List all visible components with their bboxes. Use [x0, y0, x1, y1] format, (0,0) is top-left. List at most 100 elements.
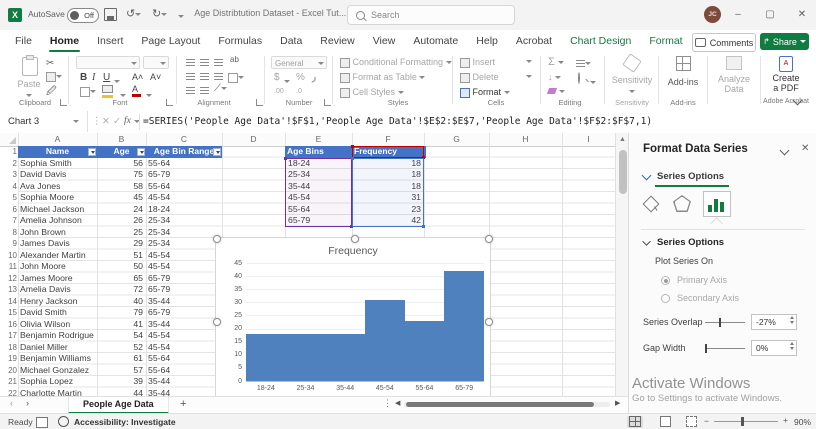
ribbon-tab-view[interactable]: View — [372, 35, 396, 47]
minimize-button[interactable]: – — [735, 9, 741, 20]
save-icon[interactable] — [104, 8, 117, 24]
header-cell-age[interactable]: Age — [97, 146, 146, 158]
cell-bin[interactable]: 25-34 — [148, 238, 171, 248]
ribbon-tab-home[interactable]: Home — [41, 30, 88, 52]
percent-icon[interactable]: % — [296, 72, 305, 83]
cell-age[interactable]: 52 — [133, 341, 143, 352]
cell-frequency[interactable]: 18 — [411, 157, 421, 168]
ribbon-tab-format[interactable]: Format — [649, 35, 683, 47]
clear-icon[interactable] — [546, 86, 565, 96]
ribbon-tab-help[interactable]: Help — [476, 35, 498, 47]
cell-bin[interactable]: 65-79 — [148, 169, 171, 179]
underline-button[interactable]: U — [103, 72, 111, 83]
secondary-axis-radio[interactable] — [661, 294, 670, 303]
chart-bar-45-54[interactable] — [365, 299, 405, 381]
clipboard-dialog-launcher[interactable] — [60, 99, 67, 106]
analyze-data-button[interactable]: Analyze Data — [712, 56, 756, 94]
row-number-11[interactable]: 11 — [8, 262, 17, 271]
fill-color-button[interactable] — [102, 85, 113, 98]
series-overlap-input[interactable]: -27% — [751, 314, 797, 330]
create-pdf-button[interactable]: A Create a PDF — [764, 56, 808, 93]
addins-button[interactable]: Add-ins — [663, 56, 703, 87]
cell-name[interactable]: Amelia Davis — [20, 284, 71, 294]
align-middle-icon[interactable] — [200, 59, 209, 66]
search-box[interactable]: Search — [347, 5, 515, 25]
chart-handle-mid-right[interactable] — [485, 318, 493, 326]
row-number-12[interactable]: 12 — [8, 273, 17, 283]
cell-name[interactable]: James Davis — [20, 238, 70, 248]
cell-bin[interactable]: 55-64 — [148, 364, 171, 375]
zoom-slider-thumb[interactable] — [741, 417, 744, 426]
hscroll-right-arrow[interactable]: ▶ — [615, 400, 621, 407]
align-center-icon[interactable] — [200, 73, 209, 80]
align-top-icon[interactable] — [186, 59, 195, 66]
format-painter-icon[interactable]: 🖉 — [46, 86, 57, 97]
cell-age[interactable]: 61 — [133, 353, 143, 363]
autosum-button[interactable]: Σ — [548, 56, 564, 68]
cell-age-bin[interactable]: 55-64 — [288, 203, 311, 214]
find-select-dropdown[interactable] — [590, 77, 596, 87]
ribbon-tab-file[interactable]: File — [15, 35, 32, 47]
align-right-icon[interactable] — [214, 73, 223, 80]
row-number-14[interactable]: 14 — [8, 296, 17, 306]
cell-frequency[interactable]: 42 — [411, 215, 421, 225]
format-as-table-button[interactable]: Format as Table — [340, 72, 426, 83]
chart-bar-65-79[interactable] — [444, 270, 484, 381]
fill-color-dropdown[interactable] — [120, 90, 126, 100]
chart-title[interactable]: Frequency — [328, 245, 378, 257]
row-number-19[interactable]: 19 — [8, 354, 17, 363]
series-overlap-thumb[interactable] — [718, 318, 721, 327]
macro-record-icon[interactable] — [36, 417, 48, 429]
cell-frequency[interactable]: 23 — [411, 203, 421, 214]
cell-bin[interactable]: 35-44 — [148, 295, 171, 306]
cell-frequency[interactable]: 18 — [411, 169, 421, 179]
cell-name[interactable]: Sophia Smith — [20, 157, 72, 168]
close-button[interactable]: ✕ — [797, 9, 807, 20]
header-cell-frequency[interactable]: Frequency — [352, 146, 426, 158]
orientation-icon[interactable]: ⟋ — [214, 83, 227, 94]
insert-cells-button[interactable]: Insert — [460, 57, 532, 68]
header-cell-bin[interactable]: Age Bin Range — [146, 146, 222, 158]
underline-dropdown[interactable] — [114, 76, 120, 86]
row-number-22[interactable]: 22 — [8, 388, 17, 397]
collapse-ribbon-chevron[interactable] — [792, 95, 803, 106]
cell-age[interactable]: 65 — [133, 272, 143, 283]
cell-age[interactable]: 29 — [133, 238, 143, 248]
chart-bar-55-64[interactable] — [404, 320, 445, 381]
cell-bin[interactable]: 25-34 — [148, 215, 171, 225]
cell-age[interactable]: 39 — [133, 376, 143, 386]
series-overlap-spinner[interactable] — [790, 316, 794, 324]
cell-age-bin[interactable]: 25-34 — [288, 169, 311, 179]
column-header-G[interactable]: G — [453, 134, 460, 144]
view-normal-button[interactable] — [627, 416, 643, 428]
cell-name[interactable]: Michael Gonzalez — [20, 364, 90, 375]
column-header-C[interactable]: C — [180, 134, 188, 144]
ribbon-tab-data[interactable]: Data — [280, 35, 303, 47]
column-header-E[interactable]: E — [315, 134, 322, 144]
header-cell-age-bins[interactable]: Age Bins — [285, 146, 354, 158]
comma-icon[interactable]: ٫ — [312, 70, 316, 84]
alignment-dialog-launcher[interactable] — [256, 99, 263, 106]
cell-age[interactable]: 56 — [133, 157, 143, 168]
cell-name[interactable]: Benjamin Williams — [20, 353, 91, 363]
avatar[interactable]: JC — [704, 6, 721, 23]
row-number-18[interactable]: 18 — [8, 342, 17, 352]
cell-bin[interactable]: 25-34 — [148, 226, 171, 237]
cell-bin[interactable]: 55-64 — [148, 180, 171, 191]
cell-bin[interactable]: 45-54 — [148, 261, 171, 271]
chart-bar-18-24[interactable] — [246, 333, 286, 381]
font-size-combo[interactable] — [143, 56, 169, 69]
ribbon-tab-review[interactable]: Review — [320, 35, 355, 47]
cell-name[interactable]: Olivia Wilson — [20, 318, 71, 329]
cell-bin[interactable]: 18-24 — [148, 203, 171, 214]
cell-age[interactable]: 45 — [133, 192, 143, 202]
formula-bar-expand[interactable] — [134, 111, 140, 132]
sort-filter-icon[interactable] — [576, 58, 591, 68]
cancel-formula-icon[interactable]: ✕ — [102, 116, 110, 127]
name-box[interactable]: Chart 3 — [0, 111, 88, 132]
row-number-21[interactable]: 21 — [8, 377, 17, 386]
accessibility-icon[interactable] — [58, 416, 69, 429]
gap-width-slider[interactable] — [705, 344, 745, 353]
shrink-font-button[interactable]: A˅ — [150, 72, 162, 82]
